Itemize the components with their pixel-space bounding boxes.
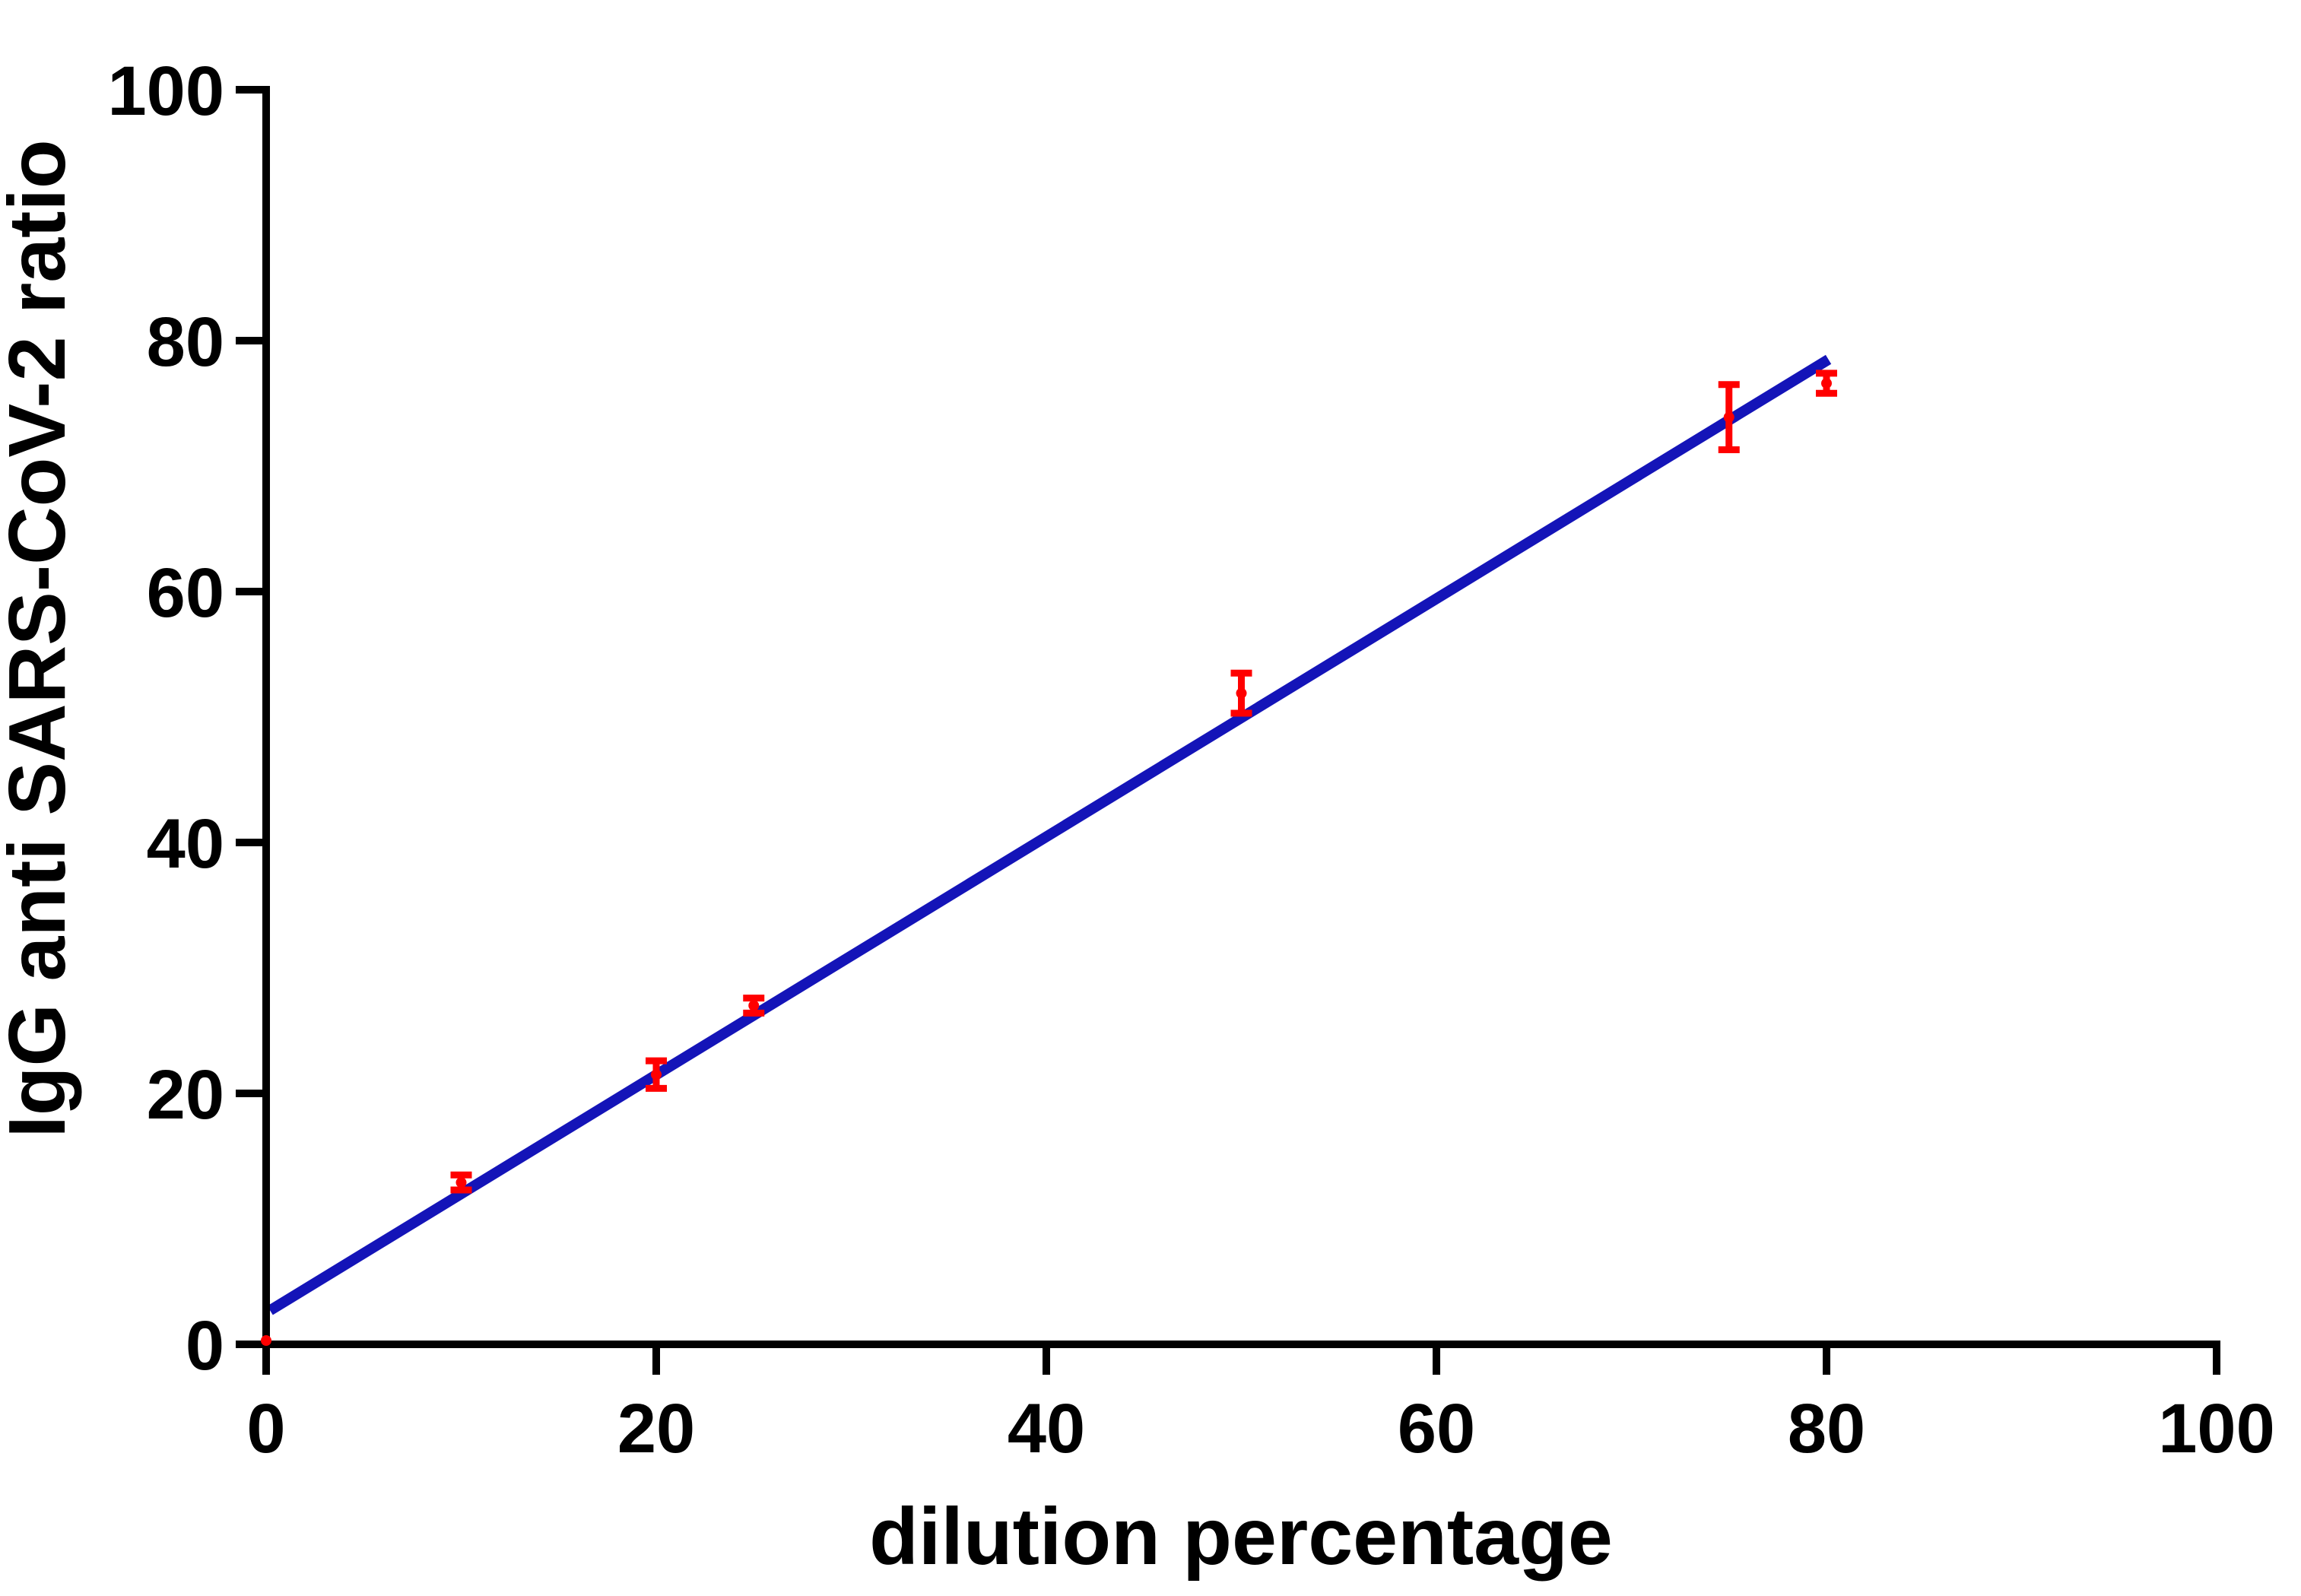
data-point [1821,378,1832,389]
x-tick-label: 60 [1398,1390,1475,1467]
y-tick-label: 80 [147,303,224,381]
data-point [455,1177,467,1188]
data-point [1723,411,1734,423]
x-tick-label: 20 [617,1390,695,1467]
x-tick-label: 0 [246,1390,285,1467]
ticks-group [236,86,2220,1375]
data-point [1236,687,1247,699]
y-tick-label: 60 [147,554,224,632]
data-point [748,1000,760,1011]
regression-line [267,354,1832,1315]
data-point [261,1335,271,1347]
tick-labels-group: 0 20 40 60 80 100 0 20 40 60 80 100 [108,52,2275,1467]
data-point [651,1069,662,1080]
x-tick-label: 80 [1788,1390,1865,1467]
x-axis-title: dilution percentage [869,1492,1613,1582]
x-tick-label: 100 [2158,1390,2275,1467]
y-axis-title: IgG anti SARS-CoV-2 ratio [0,139,82,1138]
x-tick-label: 40 [1008,1390,1085,1467]
y-tick-label: 20 [147,1056,224,1134]
axes-group [262,86,2220,1348]
y-tick-label: 40 [147,805,224,883]
data-points-group [261,370,1837,1347]
regression-line-group [267,354,1832,1315]
y-tick-label: 100 [108,52,225,130]
y-tick-label: 0 [186,1307,224,1385]
